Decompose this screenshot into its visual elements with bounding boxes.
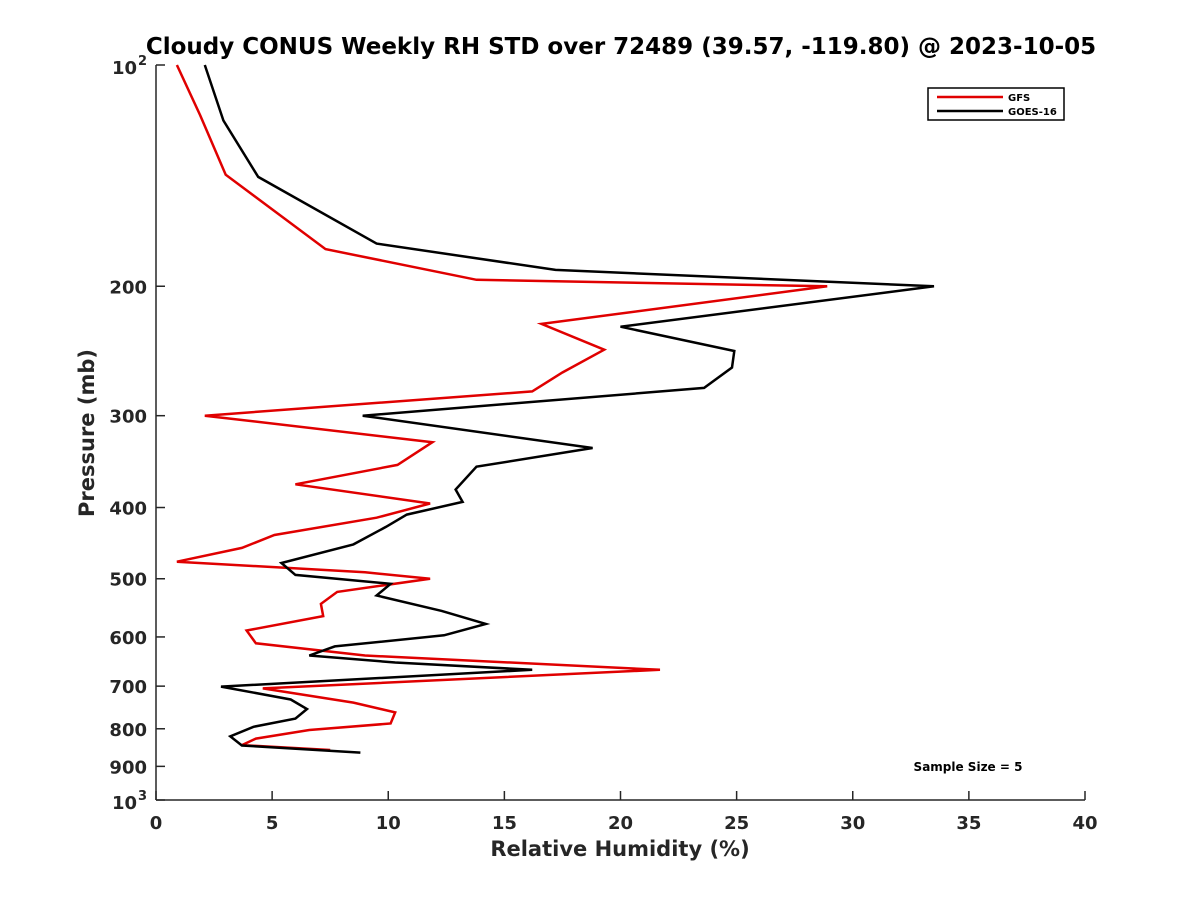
x-tick-label: 0 (150, 813, 163, 834)
x-tick-label: 35 (956, 813, 981, 834)
y-tick-label: 700 (109, 677, 147, 698)
x-tick-label: 40 (1072, 813, 1097, 834)
y-tick-label: 600 (109, 628, 147, 649)
series-line-gfs (175, 64, 828, 752)
x-tick-label: 30 (840, 813, 865, 834)
legend-box (927, 87, 1065, 121)
legend-label-goes-16: GOES-16 (1008, 107, 1057, 118)
y-tick-label: 400 (109, 499, 147, 520)
x-tick-label: 15 (492, 813, 517, 834)
y-axis-label: Pressure (mb) (75, 349, 99, 517)
y-tick-label: 200 (109, 277, 147, 298)
series-layer (175, 64, 935, 754)
y-tick-label: 800 (109, 720, 147, 741)
y-tick-label: 10 (112, 58, 137, 79)
y-tick-label: 900 (109, 757, 147, 778)
x-tick-label: 25 (724, 813, 749, 834)
x-tick-label: 5 (266, 813, 279, 834)
y-tick-exponent: 2 (138, 54, 147, 69)
y-tick-label: 300 (109, 407, 147, 428)
sample-size-annotation: Sample Size = 5 (914, 760, 1023, 774)
legend: GFS GOES-16 (927, 87, 1065, 121)
chart-title: Cloudy CONUS Weekly RH STD over 72489 (3… (146, 34, 1096, 60)
y-tick-exponent: 3 (138, 789, 147, 804)
x-tick-label: 10 (376, 813, 401, 834)
plot-area: 0 5 10 15 20 25 30 35 40 10 220030040050060070080… (109, 54, 1097, 834)
y-tick-label: 500 (109, 570, 147, 591)
legend-label-gfs: GFS (1008, 93, 1030, 104)
x-axis-ticks: 0 5 10 15 20 25 30 35 40 (150, 791, 1098, 834)
series-line-goes-16 (203, 64, 935, 754)
y-tick-label: 10 (112, 793, 137, 814)
x-tick-label: 20 (608, 813, 633, 834)
x-axis-label: Relative Humidity (%) (490, 837, 749, 861)
